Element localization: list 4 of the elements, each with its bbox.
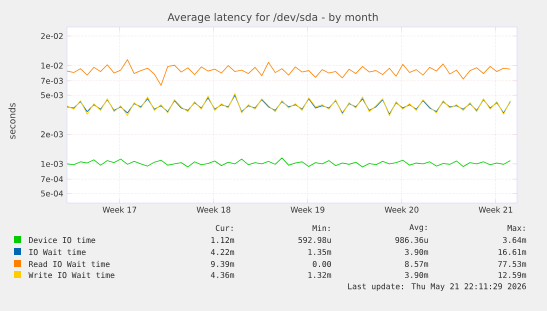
line-series (67, 59, 511, 86)
line-series (67, 158, 511, 168)
chart-title: Average latency for /dev/sda - by month (168, 12, 378, 24)
y-axis-title: seconds (8, 103, 16, 139)
